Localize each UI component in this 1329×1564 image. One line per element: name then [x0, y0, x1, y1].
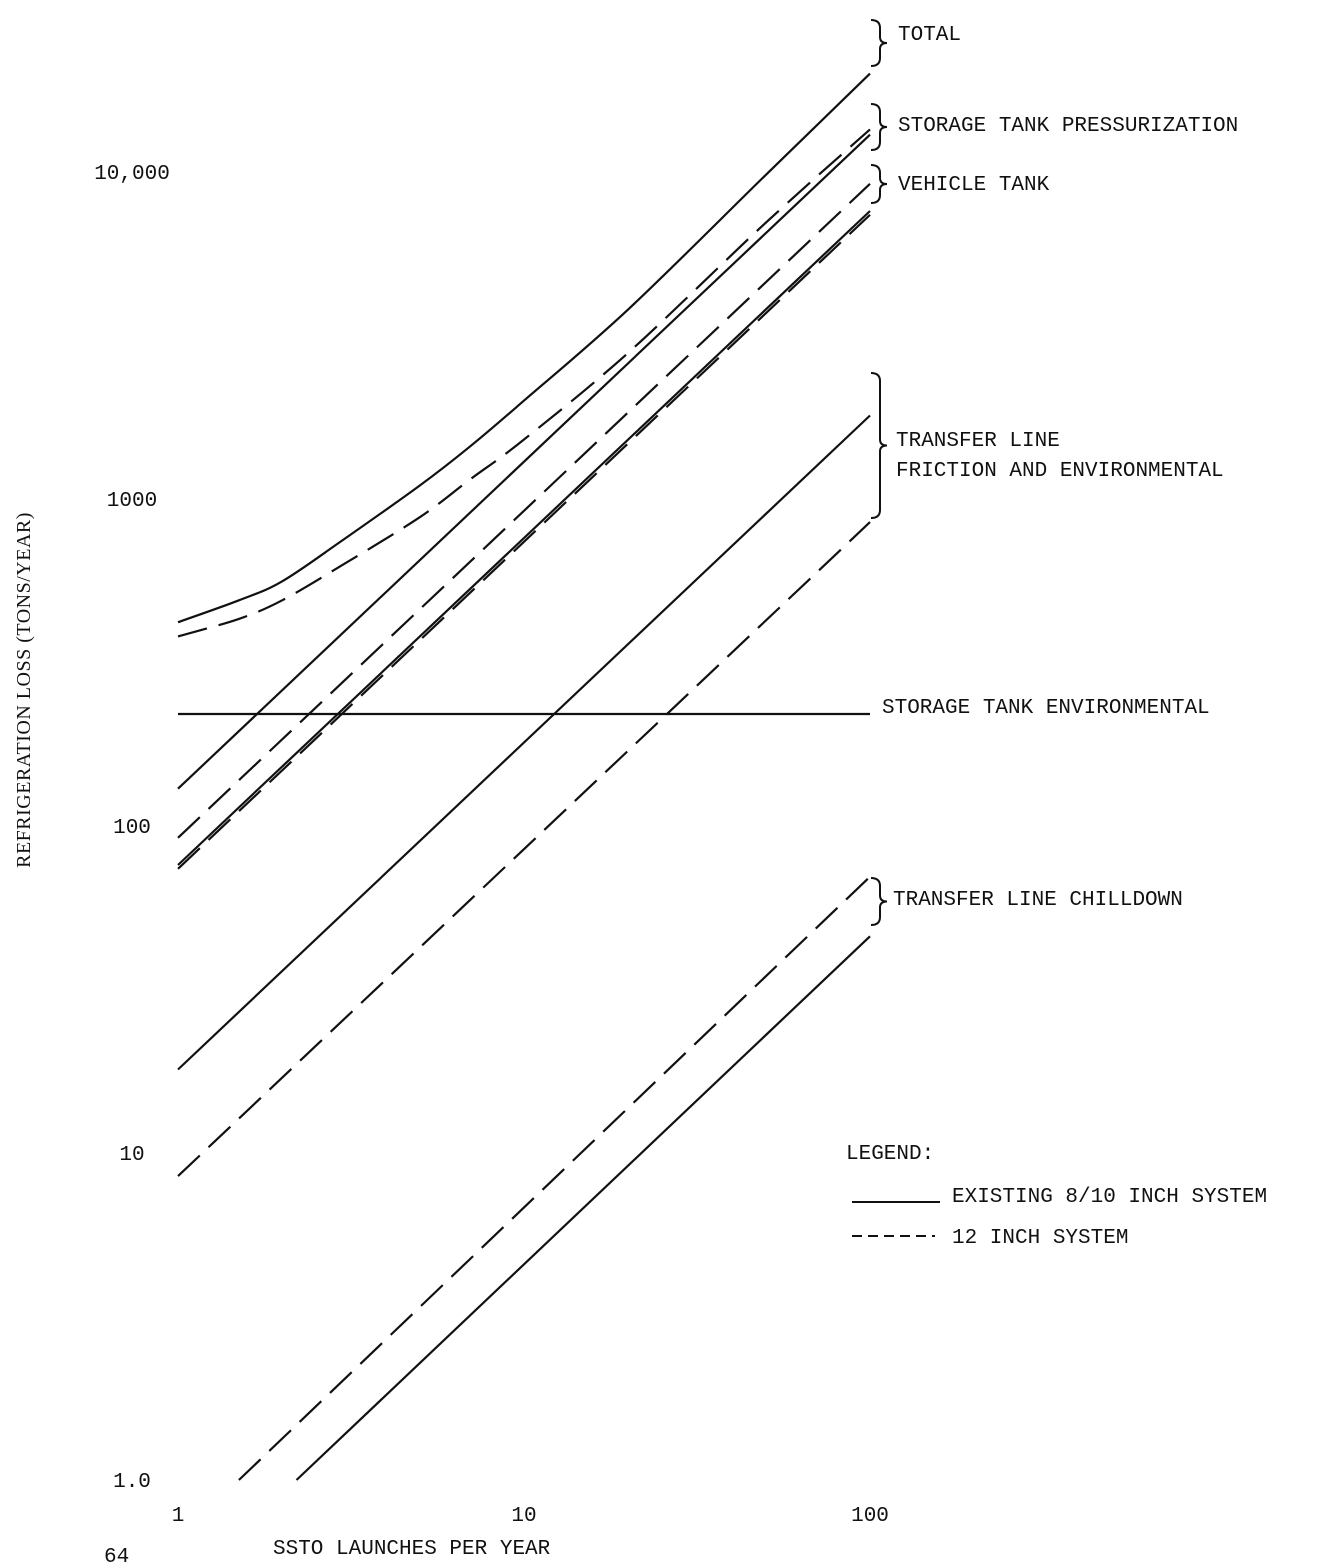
- group-brace: [870, 19, 888, 67]
- series-line-total-existing: [177, 72, 871, 624]
- group-label: TRANSFER LINE CHILLDOWN: [893, 889, 1183, 912]
- group-brace: [870, 372, 888, 519]
- plot-curves: [177, 72, 871, 1481]
- series-line-total-12in: [177, 128, 871, 638]
- legend-entry-label: 12 INCH SYSTEM: [952, 1227, 1128, 1250]
- y-tick-label: 1000: [107, 490, 157, 513]
- group-label: TOTAL: [898, 24, 961, 47]
- group-label: TRANSFER LINE: [896, 430, 1060, 453]
- group-braces: [870, 19, 888, 926]
- series-line-friction-12in: [177, 521, 871, 1177]
- x-tick-labels: 1 10 100: [172, 1505, 889, 1528]
- y-tick-labels: 1.0 10 100 1000 10,000: [94, 163, 170, 1494]
- group-label: VEHICLE TANK: [898, 174, 1050, 197]
- y-axis-label: REFRIGERATION LOSS (TONS/YEAR): [13, 512, 35, 868]
- x-tick-label: 1: [172, 1505, 185, 1528]
- series-line-vehicle-12in: [177, 214, 871, 870]
- series-line-vehicle-existing: [177, 210, 871, 866]
- series-line-chilldown-12in: [238, 875, 871, 1481]
- y-tick-label: 100: [113, 817, 151, 840]
- legend-title: LEGEND:: [846, 1143, 934, 1166]
- series-line-chilldown-existing: [295, 935, 871, 1481]
- series-line-pressurization-existing: [177, 133, 871, 790]
- x-tick-label: 100: [851, 1505, 889, 1528]
- x-tick-label: 10: [511, 1505, 536, 1528]
- group-brace: [870, 103, 888, 151]
- series-line-friction-existing: [177, 414, 871, 1071]
- y-tick-label: 10,000: [94, 163, 170, 186]
- y-tick-label: 1.0: [113, 1471, 151, 1494]
- group-label: FRICTION AND ENVIRONMENTAL: [896, 460, 1224, 483]
- group-labels: TOTAL STORAGE TANK PRESSURIZATION VEHICLE …: [882, 24, 1238, 912]
- y-tick-label: 10: [119, 1144, 144, 1167]
- x-axis-label: SSTO LAUNCHES PER YEAR: [273, 1538, 551, 1561]
- page-number: 64: [104, 1546, 129, 1564]
- legend-entry-label: EXISTING 8/10 INCH SYSTEM: [952, 1186, 1267, 1209]
- group-brace: [870, 877, 888, 926]
- legend: LEGEND: EXISTING 8/10 INCH SYSTEM 12 INC…: [846, 1143, 1267, 1250]
- group-label: STORAGE TANK ENVIRONMENTAL: [882, 697, 1210, 720]
- group-brace: [870, 164, 888, 204]
- series-line-pressurization-12in: [177, 183, 871, 839]
- group-label: STORAGE TANK PRESSURIZATION: [898, 115, 1238, 138]
